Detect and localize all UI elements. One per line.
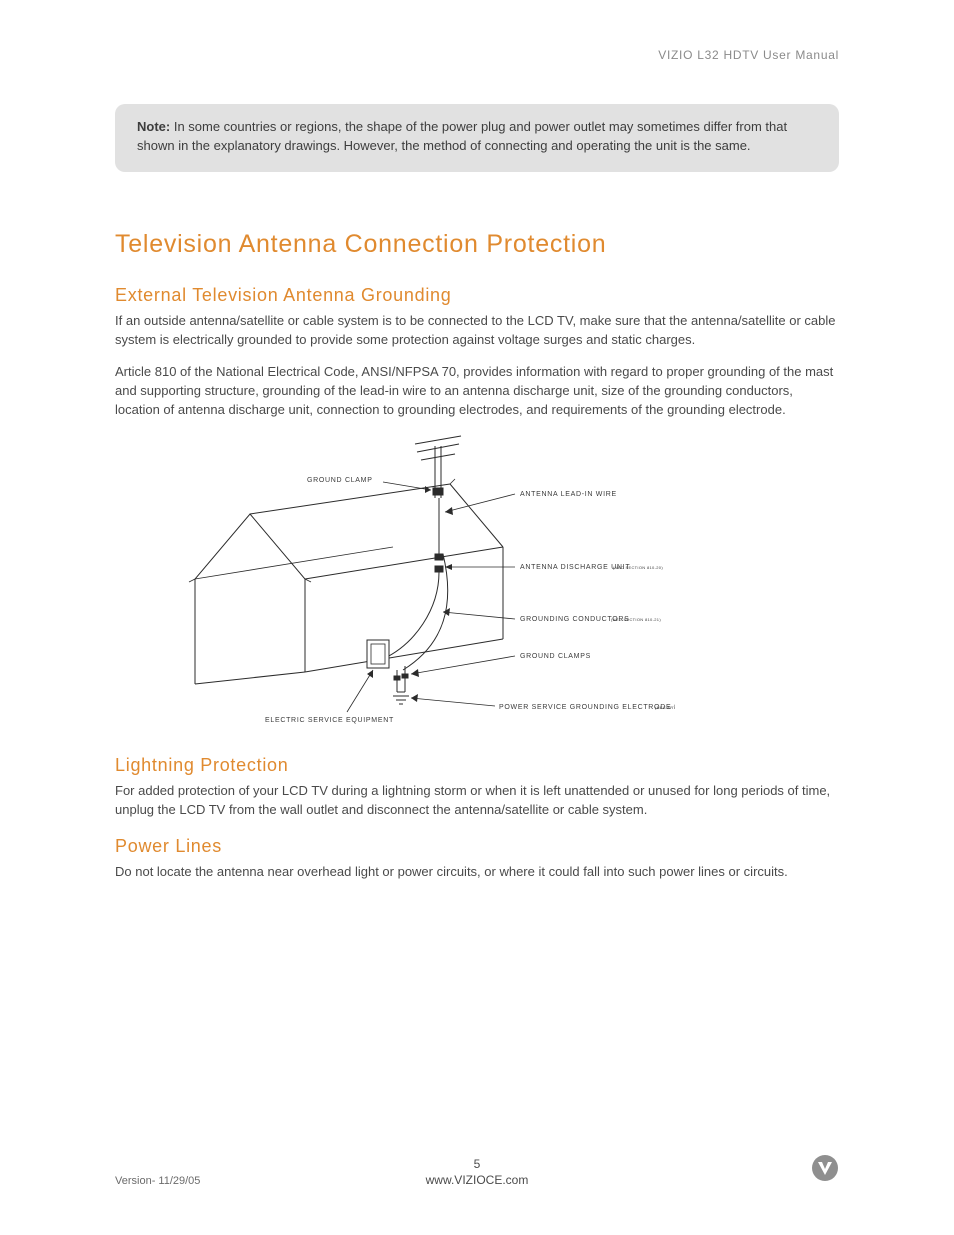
footer-page-number: 5 (356, 1157, 597, 1171)
footer-url: www.VIZIOCE.com (426, 1173, 529, 1187)
diagram-label-electrode-sub: (NEC ART 250, PART H) (655, 705, 675, 710)
power-p: Do not locate the antenna near overhead … (115, 863, 839, 882)
note-box: Note: In some countries or regions, the … (115, 104, 839, 172)
section-heading-grounding: External Television Antenna Grounding (115, 285, 839, 306)
diagram-label-discharge-sub: (NEC SECTION 810-20) (613, 565, 663, 570)
antenna-grounding-diagram: GROUND CLAMP ANTENNA LEAD-IN WIRE ANTENN… (115, 434, 839, 739)
page-footer: Version- 11/29/05 5 www.VIZIOCE.com (0, 1154, 954, 1187)
grounding-p2: Article 810 of the National Electrical C… (115, 363, 839, 420)
vizio-logo-icon (811, 1154, 839, 1187)
section-heading-lightning: Lightning Protection (115, 755, 839, 776)
footer-version: Version- 11/29/05 (115, 1175, 356, 1187)
diagram-label-electrode: POWER SERVICE GROUNDING ELECTRODE SYSTEM (499, 704, 675, 711)
lightning-p: For added protection of your LCD TV duri… (115, 782, 839, 820)
diagram-label-ground-clamp-top: GROUND CLAMP (307, 477, 373, 484)
diagram-label-lead-in: ANTENNA LEAD-IN WIRE (520, 491, 617, 498)
diagram-label-service-eq: ELECTRIC SERVICE EQUIPMENT (265, 717, 394, 724)
diagram-label-clamps: GROUND CLAMPS (520, 653, 591, 660)
page-heading: Television Antenna Connection Protection (115, 230, 839, 259)
section-heading-power: Power Lines (115, 836, 839, 857)
note-text: In some countries or regions, the shape … (137, 119, 787, 153)
doc-title: VIZIO L32 HDTV User Manual (115, 48, 839, 62)
note-lead: Note: (137, 119, 170, 134)
grounding-p1: If an outside antenna/satellite or cable… (115, 312, 839, 350)
diagram-label-conductors-sub: (NEC SECTION 810-21) (611, 617, 661, 622)
